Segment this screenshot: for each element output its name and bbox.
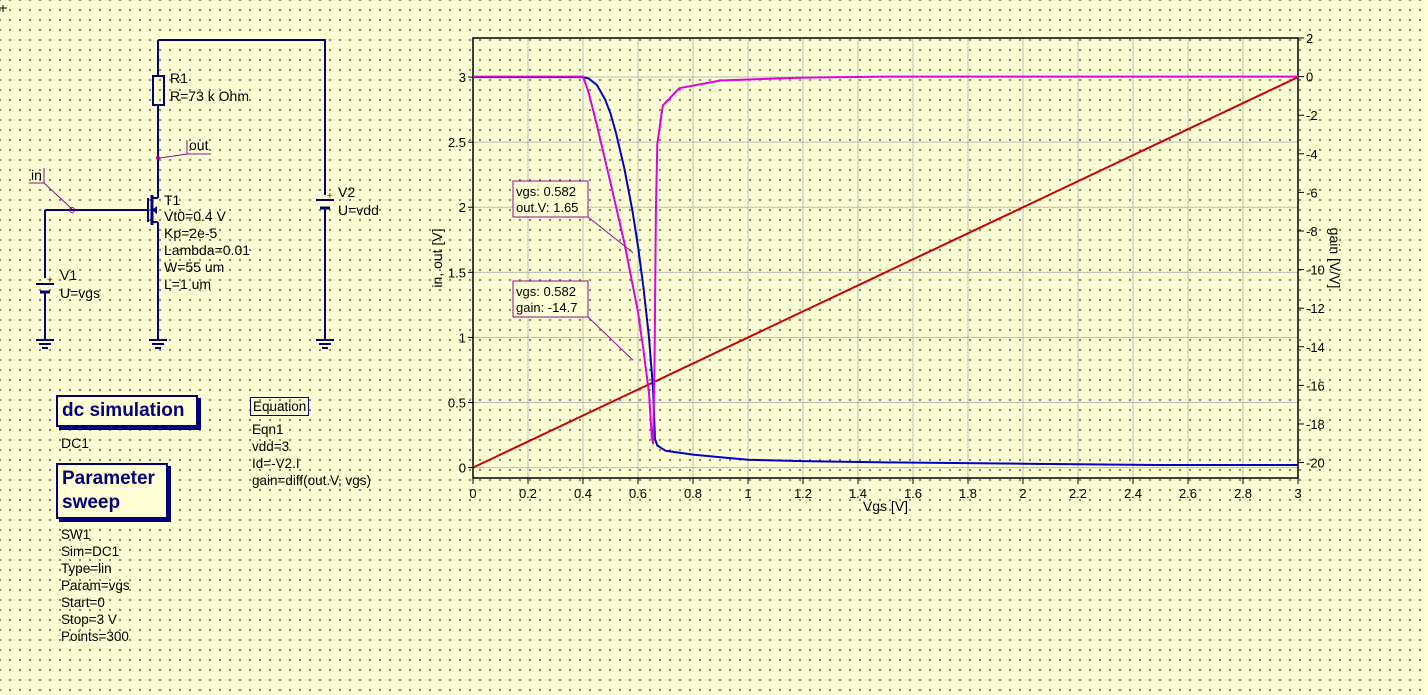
y2-tick-label: 0 — [1306, 70, 1313, 85]
dc-simulation-block[interactable]: dc simulation — [56, 395, 198, 427]
y-tick-label: 0 — [459, 461, 466, 476]
y2-tick-label: -16 — [1306, 378, 1325, 393]
x-tick-label: 2.8 — [1234, 486, 1252, 501]
y2-tick-label: 2 — [1306, 31, 1313, 46]
x-tick-label: 2.4 — [1124, 486, 1142, 501]
wire-top — [158, 39, 326, 195]
t1-prop-vt0: Vt0=0.4 V — [164, 208, 226, 224]
dc-simulation-name: DC1 — [61, 435, 90, 451]
t1-prop-lambda: Lambda=0.01 — [164, 242, 251, 258]
x-tick-label: 1.4 — [849, 486, 867, 501]
y2-tick-label: -6 — [1306, 185, 1318, 200]
series-line-in — [472, 76, 1299, 469]
sweep-prop-stop: Stop=3 V — [61, 612, 117, 627]
equation-lines[interactable]: Eqn1 vdd=3 Id=-V2.I gain=diff(out.V, vgs… — [252, 421, 371, 489]
x-tick-label: 2.6 — [1179, 486, 1197, 501]
equation-vdd: vdd=3 — [252, 439, 290, 454]
marker-value-label: out.V: 1.65 — [516, 200, 578, 215]
x-tick-label: 0.8 — [684, 486, 702, 501]
equation-title: Equation — [253, 399, 307, 414]
node-label-in[interactable]: in — [31, 167, 42, 183]
equation-block[interactable]: Equation — [250, 397, 310, 416]
parameter-sweep-block[interactable]: Parameter sweep — [56, 463, 168, 519]
equation-name: Eqn1 — [252, 422, 284, 437]
x-tick-label: 1.2 — [794, 486, 812, 501]
y2-tick-label: -18 — [1306, 417, 1325, 432]
y-tick-label: 1 — [459, 330, 466, 345]
series-line-out — [473, 76, 1298, 466]
x-tick-label: 2 — [1019, 486, 1026, 501]
y2-tick-label: -12 — [1306, 301, 1325, 316]
x-tick-label: 2.2 — [1069, 486, 1087, 501]
ground-icon-v1 — [36, 339, 54, 349]
t1-prop-l: L=1 um — [164, 276, 212, 292]
marker-leader — [587, 216, 634, 254]
equation-gain: gain=diff(out.V, vgs) — [252, 473, 371, 488]
crosshair-icon — [0, 0, 8, 12]
y2-tick-label: -10 — [1306, 263, 1325, 278]
parameter-sweep-title-2: sweep — [62, 492, 121, 513]
plot-frame — [472, 37, 1299, 479]
equation-id: Id=-V2.I — [252, 456, 300, 471]
ground-icon-v2 — [316, 339, 334, 349]
y-tick-label: 0.5 — [448, 395, 466, 410]
ground-icon-t1 — [149, 339, 167, 349]
v1-value[interactable]: U=vgs — [60, 285, 101, 301]
r1-value[interactable]: R=73 k Ohm — [170, 88, 249, 104]
node-label-out[interactable]: out — [189, 137, 209, 153]
sweep-prop-type: Type=lin — [61, 561, 112, 576]
x-tick-label: 1.8 — [959, 486, 977, 501]
y-tick-label: 1.5 — [448, 265, 466, 280]
v1-name: V1 — [60, 267, 78, 283]
marker-vgs-label: vgs: 0.582 — [516, 284, 576, 299]
sweep-prop-name: SW1 — [61, 527, 91, 542]
x-tick-label: 1 — [744, 486, 751, 501]
t1-properties[interactable]: Vt0=0.4 V Kp=2e-5 Lambda=0.01 W=55 um L=… — [164, 208, 250, 293]
x-axis-label: Vgs [V] — [863, 498, 908, 514]
parameter-sweep-title-1: Parameter — [62, 468, 155, 489]
marker-value-label: gain: -14.7 — [516, 300, 577, 315]
sweep-prop-param: Param=vgs — [61, 578, 130, 593]
svg-text:+: + — [327, 191, 333, 202]
v2-name: V2 — [338, 184, 356, 200]
y2-axis-label: gain [V/V] — [1327, 228, 1343, 289]
x-tick-label: 1.6 — [904, 486, 922, 501]
v2-value[interactable]: U=vdd — [338, 202, 379, 218]
x-tick-label: 3 — [1294, 486, 1301, 501]
sweep-prop-start: Start=0 — [61, 595, 105, 610]
x-tick-label: 0.2 — [519, 486, 537, 501]
sweep-prop-points: Points=300 — [61, 629, 129, 644]
svg-text:+: + — [47, 275, 53, 286]
marker-leader — [587, 316, 634, 361]
y2-tick-label: -8 — [1306, 224, 1318, 239]
t1-name: T1 — [164, 192, 181, 208]
x-tick-label: 0.4 — [574, 486, 592, 501]
y2-tick-label: -20 — [1306, 456, 1325, 471]
mosfet-arrow-icon — [152, 206, 157, 214]
t1-prop-kp: Kp=2e-5 — [164, 225, 218, 241]
y-axis-label: in, out [V] — [429, 228, 445, 287]
dc-simulation-title: dc simulation — [62, 400, 185, 421]
marker-box — [512, 280, 589, 318]
y-tick-label: 3 — [459, 70, 466, 85]
t1-prop-w: W=55 um — [164, 259, 225, 275]
y2-tick-label: -4 — [1306, 147, 1318, 162]
schematic-canvas: + + — [29, 39, 334, 349]
r1-name: R1 — [170, 70, 188, 86]
marker-vgs-label: vgs: 0.582 — [516, 184, 576, 199]
series-line-gain — [473, 75, 1298, 445]
y2-tick-label: -2 — [1306, 108, 1318, 123]
x-tick-label: 0 — [469, 486, 476, 501]
y-tick-label: 2 — [459, 200, 466, 215]
parameter-sweep-properties[interactable]: SW1 Sim=DC1 Type=lin Param=vgs Start=0 S… — [61, 526, 130, 645]
sweep-prop-sim: Sim=DC1 — [61, 544, 120, 559]
y-tick-label: 2.5 — [448, 135, 466, 150]
marker-box — [512, 180, 589, 218]
y2-tick-label: -14 — [1306, 340, 1325, 355]
x-tick-label: 0.6 — [629, 486, 647, 501]
